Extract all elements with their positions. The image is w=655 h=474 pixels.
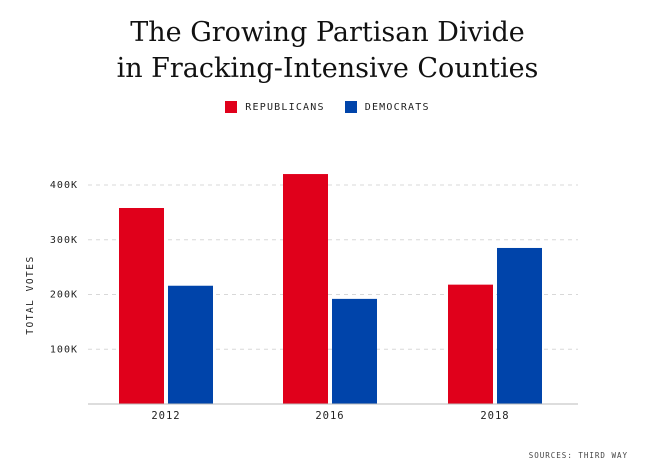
chart-title-line-2: in Fracking-Intensive Counties bbox=[116, 53, 539, 84]
legend-label-republicans: REPUBLICANS bbox=[245, 101, 325, 113]
bar-democrats-2016 bbox=[332, 298, 377, 404]
source-note: SOURCES: THIRD WAY bbox=[528, 451, 628, 460]
bar-democrats-2018 bbox=[497, 247, 542, 404]
bar-republicans-2016 bbox=[283, 174, 328, 404]
y-tick-label: 100K bbox=[50, 344, 78, 355]
x-tick-label: 2018 bbox=[480, 410, 509, 422]
y-axis-label: TOTAL VOTES bbox=[25, 255, 36, 334]
bar-republicans-2012 bbox=[119, 207, 164, 404]
x-tick-label: 2016 bbox=[315, 410, 344, 422]
legend: REPUBLICANS DEMOCRATS bbox=[0, 101, 655, 113]
legend-item-democrats: DEMOCRATS bbox=[344, 101, 430, 113]
y-tick-label: 200K bbox=[50, 290, 78, 301]
y-tick-label: 300K bbox=[50, 235, 78, 246]
x-tick-label: 2012 bbox=[151, 410, 180, 422]
legend-item-republicans: REPUBLICANS bbox=[225, 101, 324, 113]
chart-title-line-1: The Growing Partisan Divide bbox=[130, 17, 525, 48]
y-tick-label: 400K bbox=[50, 180, 78, 191]
legend-swatch-democrats bbox=[344, 101, 357, 113]
legend-swatch-republicans bbox=[225, 101, 238, 113]
bar-republicans-2018 bbox=[448, 284, 493, 404]
bar-democrats-2012 bbox=[168, 285, 213, 404]
legend-label-democrats: DEMOCRATS bbox=[364, 101, 430, 113]
